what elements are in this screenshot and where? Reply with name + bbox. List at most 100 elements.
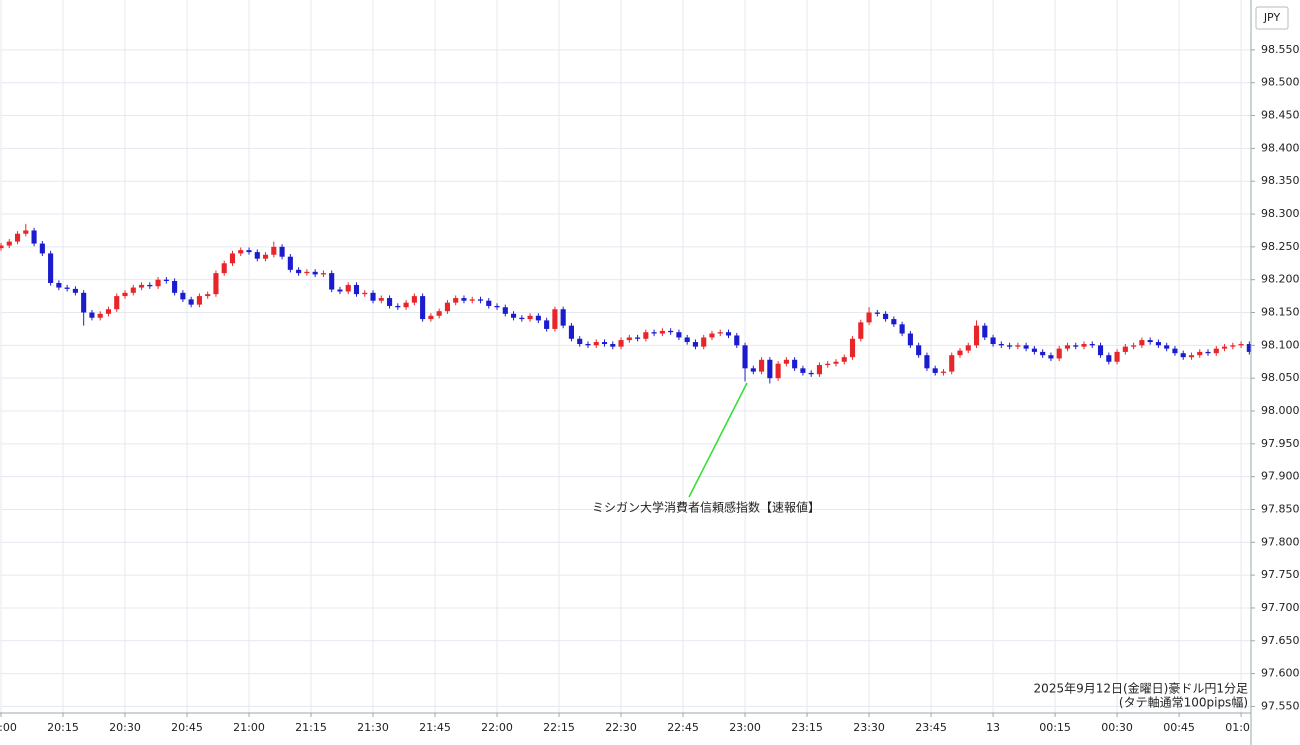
candle-body bbox=[502, 307, 508, 314]
candle-body bbox=[205, 294, 211, 297]
candle-body bbox=[635, 337, 641, 339]
candle-body bbox=[262, 254, 269, 259]
candle-body bbox=[486, 300, 492, 306]
candle-body bbox=[601, 342, 608, 345]
candle-body bbox=[138, 284, 145, 288]
candle-body bbox=[874, 312, 880, 314]
candle-body bbox=[254, 252, 260, 259]
candle-body bbox=[1131, 345, 1137, 347]
x-tick-label: 00:45 bbox=[1163, 721, 1195, 734]
y-tick-label: 98.400 bbox=[1261, 141, 1300, 154]
candle-body bbox=[444, 302, 450, 312]
y-tick-label: 97.700 bbox=[1261, 601, 1300, 614]
candle-body bbox=[659, 330, 665, 334]
annotation-line bbox=[688, 382, 748, 498]
candle-body bbox=[709, 333, 715, 338]
candle-body bbox=[990, 337, 996, 345]
candle-body bbox=[337, 289, 343, 292]
candle-body bbox=[932, 368, 938, 373]
candle-body bbox=[1089, 344, 1095, 346]
y-tick-label: 97.550 bbox=[1261, 699, 1300, 712]
candle-body bbox=[1015, 345, 1021, 347]
currency-box bbox=[1255, 6, 1289, 30]
candle-body bbox=[494, 305, 500, 308]
x-tick-label: 21:30 bbox=[357, 721, 389, 734]
currency-label: JPY bbox=[1263, 11, 1281, 24]
y-tick-label: 98.200 bbox=[1261, 273, 1300, 286]
candle-body bbox=[353, 284, 360, 295]
candle-body bbox=[1122, 346, 1128, 352]
x-tick-label: 01:00 bbox=[1225, 721, 1257, 734]
candle-body bbox=[535, 315, 541, 321]
y-tick-label: 97.850 bbox=[1261, 502, 1300, 515]
candle-body bbox=[651, 332, 657, 334]
candle-body bbox=[271, 246, 277, 255]
candle-body bbox=[386, 298, 393, 306]
candle-body bbox=[23, 230, 29, 234]
x-tick-label: 13 bbox=[986, 721, 1000, 734]
y-tick-label: 98.300 bbox=[1261, 207, 1300, 220]
candle-body bbox=[949, 355, 955, 372]
x-tick-label: 22:30 bbox=[605, 721, 637, 734]
candle-body bbox=[1164, 345, 1170, 349]
y-tick-label: 98.550 bbox=[1261, 43, 1300, 56]
candle-body bbox=[246, 250, 252, 253]
candle-body bbox=[329, 273, 335, 290]
candle-body bbox=[395, 305, 401, 308]
candle-body bbox=[105, 309, 112, 314]
candle-body bbox=[97, 313, 103, 318]
candle-body bbox=[196, 296, 202, 305]
annotation: ミシガン大学消費者信頼感指数【速報値】 bbox=[592, 500, 820, 515]
candle-body bbox=[1114, 351, 1120, 362]
candle-body bbox=[552, 309, 558, 329]
candle-body bbox=[643, 332, 649, 339]
footnote: 2025年9月12日(金曜日)豪ドル円1分足 bbox=[1034, 681, 1248, 696]
candle-body bbox=[684, 337, 690, 343]
candle-body bbox=[362, 292, 368, 295]
candle-body bbox=[436, 311, 442, 316]
candle-body bbox=[221, 263, 227, 274]
x-tick-label: 00:15 bbox=[1039, 721, 1071, 734]
x-tick-label: 20:00 bbox=[0, 721, 17, 734]
y-tick-label: 97.800 bbox=[1261, 535, 1300, 548]
candle-body bbox=[891, 319, 897, 325]
candle-body bbox=[1106, 355, 1112, 362]
price-axis: 97.550 97.600 97.650 97.700 97.750 97.800 97.8… bbox=[1251, 43, 1300, 712]
candle-body bbox=[320, 273, 326, 275]
candle-body bbox=[1073, 345, 1079, 347]
candle-body bbox=[767, 359, 773, 379]
candle-body bbox=[750, 368, 756, 372]
candle-body bbox=[585, 344, 591, 346]
candle-body bbox=[626, 337, 632, 341]
candle-body bbox=[0, 245, 4, 249]
candle-body bbox=[544, 320, 550, 329]
candle-body bbox=[907, 333, 913, 346]
candle-body bbox=[1056, 348, 1062, 359]
candle-body bbox=[411, 296, 417, 303]
candle-body bbox=[39, 243, 45, 254]
candle-body bbox=[849, 338, 856, 358]
candle-body bbox=[180, 292, 186, 300]
candle-body bbox=[1221, 346, 1228, 349]
candle-body bbox=[816, 365, 823, 375]
candle-body bbox=[998, 344, 1004, 346]
candle-body bbox=[172, 280, 178, 293]
y-tick-label: 98.150 bbox=[1261, 306, 1300, 319]
price-axis-panel bbox=[1251, 0, 1300, 745]
candle-body bbox=[1139, 340, 1145, 346]
candle-body bbox=[420, 296, 426, 320]
x-tick-label: 22:45 bbox=[667, 721, 699, 734]
candle-body bbox=[759, 359, 765, 372]
candle-body bbox=[676, 332, 682, 338]
x-tick-label: 22:00 bbox=[481, 721, 513, 734]
y-tick-label: 98.350 bbox=[1261, 174, 1300, 187]
x-tick-label: 20:30 bbox=[109, 721, 141, 734]
candle-body bbox=[370, 292, 376, 301]
x-tick-label: 23:45 bbox=[915, 721, 947, 734]
candle-body bbox=[1230, 345, 1236, 347]
candle-body bbox=[825, 363, 831, 366]
candle-body bbox=[511, 313, 517, 318]
candle-body bbox=[833, 361, 839, 364]
y-tick-label: 97.950 bbox=[1261, 437, 1300, 450]
candle-body bbox=[808, 372, 814, 375]
